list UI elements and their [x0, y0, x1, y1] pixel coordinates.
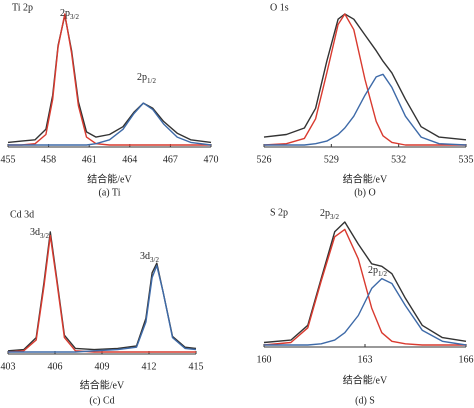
x-tick-label: 532 — [391, 154, 406, 165]
x-tick-label: 160 — [257, 354, 272, 365]
x-axis-label: 结合能/eV — [80, 378, 125, 391]
peak-label: 2p3/2 — [320, 208, 339, 220]
panel-caption: (a) Ti — [99, 187, 121, 198]
panel-title: S 2p — [270, 207, 288, 218]
peak-label-sub: 3/2 — [330, 213, 339, 221]
x-axis-label: 结合能/eV — [343, 172, 388, 185]
peak-label-sub: 3/2 — [40, 232, 49, 240]
peak-label: 3d3/2 — [140, 251, 159, 263]
x-tick-label: 415 — [189, 361, 204, 372]
spectrum-curve — [8, 102, 212, 146]
panel-title: O 1s — [270, 2, 289, 13]
x-axis-label: 结合能/eV — [343, 373, 388, 386]
spectrum-curve — [264, 73, 467, 146]
x-tick-label: 403 — [1, 361, 16, 372]
peak-label-main: 2p — [368, 265, 378, 276]
spectrum-curve — [264, 277, 467, 346]
peak-label: 2p1/2 — [137, 72, 156, 84]
x-tick-label: 467 — [163, 154, 178, 165]
spectrum-curve — [8, 264, 197, 353]
spectrum-curve — [263, 13, 466, 146]
peak-label: 2p3/2 — [60, 8, 79, 20]
x-tick-label: 412 — [142, 361, 157, 372]
peak-label-sub: 1/2 — [378, 270, 387, 278]
x-tick-label: 464 — [122, 154, 137, 165]
x-tick-label: 455 — [1, 154, 16, 165]
panel-caption: (d) S — [355, 395, 375, 406]
panel-caption: (c) Cd — [89, 395, 114, 406]
panel-title: Cd 3d — [10, 209, 34, 220]
spectrum-curve — [8, 13, 211, 146]
x-axis-label: 结合能/eV — [87, 172, 132, 185]
peak-label-sub: 1/2 — [147, 77, 156, 85]
x-tick-label: 163 — [358, 354, 373, 365]
x-tick-label: 458 — [41, 154, 56, 165]
peak-label-main: 2p — [320, 208, 330, 219]
x-tick-label: 166 — [459, 354, 474, 365]
x-tick-label: 535 — [459, 154, 474, 165]
panel-title: Ti 2p — [12, 2, 33, 13]
peak-label: 2p1/2 — [368, 265, 387, 277]
peak-label-main: 2p — [137, 72, 147, 83]
peak-label-main: 3d — [140, 251, 150, 262]
x-tick-label: 406 — [48, 361, 63, 372]
peak-label-sub: 3/2 — [150, 256, 159, 264]
peak-label-main: 2p — [60, 8, 70, 19]
x-tick-label: 461 — [82, 154, 97, 165]
spectrum-curve — [7, 231, 197, 352]
spectrum-curve — [263, 13, 467, 141]
spectrum-curve — [263, 228, 466, 346]
peak-label-main: 3d — [30, 227, 40, 238]
peak-label-sub: 3/2 — [70, 13, 79, 21]
spectrum-curve — [7, 234, 196, 353]
x-tick-label: 529 — [324, 154, 339, 165]
x-tick-label: 470 — [204, 154, 219, 165]
peak-label: 3d3/2 — [30, 227, 49, 239]
x-tick-label: 409 — [95, 361, 110, 372]
panel-caption: (b) O — [354, 187, 375, 198]
spectrum-curve — [7, 14, 212, 144]
x-tick-label: 526 — [257, 154, 272, 165]
